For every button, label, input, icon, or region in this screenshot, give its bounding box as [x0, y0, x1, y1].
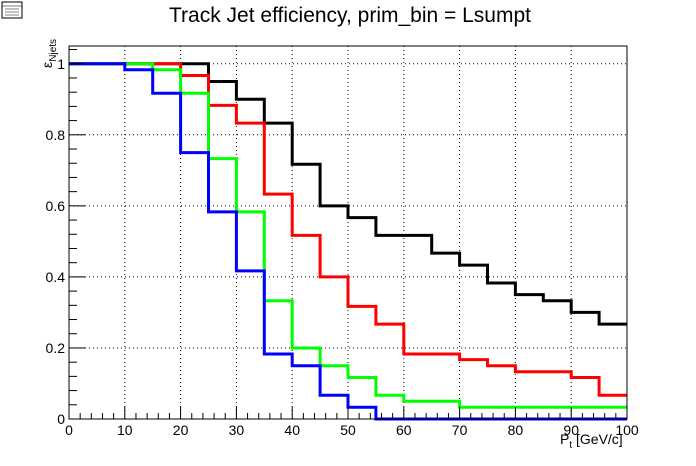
- x-tick-labels: 0 10 20 30 40 50 60 70 80 90 100: [65, 422, 639, 438]
- x-tick-label: 40: [284, 422, 300, 438]
- x-axis-label: Pt [GeV/c]: [560, 431, 623, 451]
- x-tick-label: 20: [173, 422, 189, 438]
- x-tick-label: 50: [340, 422, 356, 438]
- x-tick-label: 0: [65, 422, 73, 438]
- stats-box-icon: [1, 1, 23, 19]
- y-axis-label-main: ε: [39, 62, 55, 68]
- x-tick-label: 60: [396, 422, 412, 438]
- x-axis-label-sub: t: [569, 440, 572, 451]
- x-axis-label-main: P: [560, 431, 569, 447]
- y-axis-label-sub: Njets: [48, 39, 59, 62]
- x-tick-label: 90: [563, 422, 579, 438]
- chart-title: Track Jet efficiency, prim_bin = Lsumpt: [169, 4, 531, 27]
- plot-frame: [68, 45, 628, 420]
- y-tick-label: 0.8: [46, 127, 66, 143]
- y-tick-label: 0.2: [46, 340, 66, 356]
- axis-ticks: [68, 49, 628, 420]
- x-tick-label: 100: [615, 422, 639, 438]
- x-tick-label: 10: [117, 422, 133, 438]
- y-tick-label: 0.6: [46, 198, 66, 214]
- x-tick-label: 30: [229, 422, 245, 438]
- series-line-3: [69, 62, 627, 409]
- x-tick-label: 70: [452, 422, 468, 438]
- x-axis-label-unit: [GeV/c]: [572, 431, 623, 447]
- y-axis-label: εNjets: [39, 39, 59, 68]
- series-line-2: [69, 62, 627, 397]
- grid: [69, 46, 627, 419]
- x-tick-label: 80: [508, 422, 524, 438]
- y-tick-labels: 0 0.2 0.4 0.6 0.8 1: [46, 56, 66, 427]
- y-tick-label: 1: [57, 56, 65, 72]
- y-tick-label: 0: [57, 411, 65, 427]
- series-group: [69, 62, 627, 421]
- y-tick-label: 0.4: [46, 269, 66, 285]
